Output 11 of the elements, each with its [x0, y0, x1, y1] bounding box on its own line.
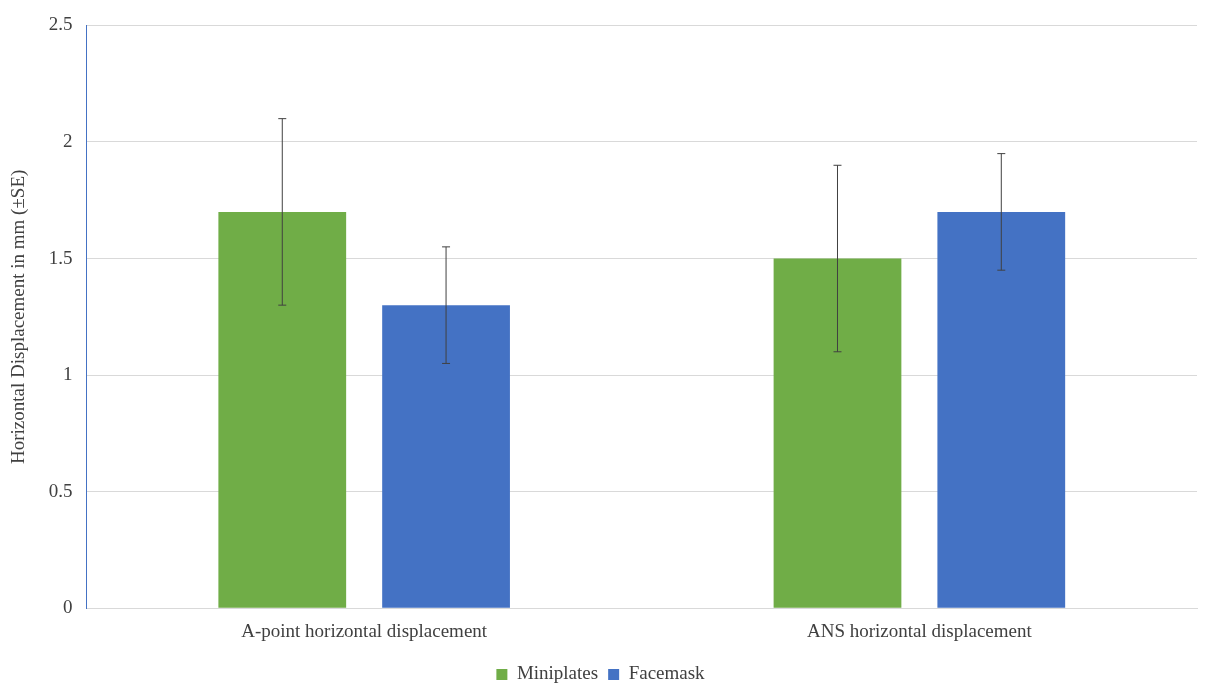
y-tick-label: 0 — [63, 596, 73, 618]
y-axis-title: Horizontal Displacement in mm (±SE) — [7, 169, 30, 464]
y-tick-label: 1 — [63, 363, 73, 385]
x-tick-label: A-point horizontal displacement — [241, 619, 488, 641]
y-tick-label: 2 — [63, 129, 73, 151]
x-tick-label: ANS horizontal displacement — [807, 619, 1033, 641]
y-tick-label: 2.5 — [48, 13, 73, 35]
legend-label: Facemask — [628, 662, 706, 684]
y-tick-label: 1.5 — [48, 246, 73, 268]
y-tick-label: 0.5 — [48, 479, 73, 501]
legend-label: Miniplates — [516, 662, 599, 684]
